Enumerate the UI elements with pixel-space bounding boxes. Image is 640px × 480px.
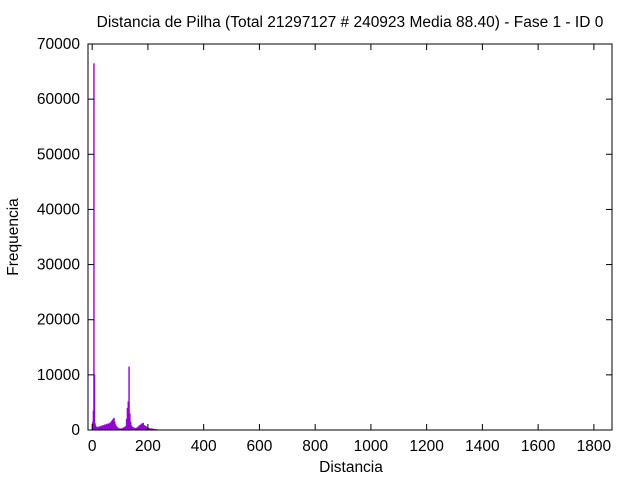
histogram-bar <box>149 428 151 430</box>
x-tick-label: 1200 <box>409 438 444 455</box>
histogram-bar <box>101 426 104 430</box>
histogram-bar <box>96 427 98 430</box>
x-tick-label: 600 <box>246 438 272 455</box>
histogram-bar <box>102 425 104 430</box>
histogram-bar <box>137 426 139 430</box>
histogram-bar <box>153 428 155 430</box>
x-tick-label: 400 <box>191 438 217 455</box>
x-tick-label: 1600 <box>521 438 556 455</box>
histogram-bar <box>95 426 98 430</box>
y-axis-label: Frequencia <box>5 198 22 276</box>
histogram-bar <box>127 401 129 430</box>
histogram-bar <box>110 421 113 430</box>
histogram-bar <box>135 428 137 430</box>
histogram-bar <box>109 422 112 430</box>
histogram-bar <box>150 428 152 430</box>
histogram-bar <box>120 428 122 430</box>
histogram-bar <box>150 428 153 430</box>
histogram-bar <box>130 421 132 430</box>
histogram-bar <box>145 426 147 430</box>
histogram-bar <box>140 424 142 430</box>
histogram-bar <box>99 426 102 430</box>
histogram-bar <box>97 426 99 430</box>
histogram-bar <box>126 407 129 430</box>
histogram-bar <box>93 63 95 431</box>
histogram-bar <box>120 428 123 430</box>
histogram-bar <box>93 374 96 430</box>
histogram-bar <box>103 425 105 430</box>
histogram-bar <box>112 418 114 430</box>
histogram-bar <box>130 425 133 430</box>
histogram-bar <box>144 425 146 430</box>
histogram-bar <box>143 425 145 430</box>
x-tick-label: 1800 <box>577 438 612 455</box>
bars-group <box>91 63 172 431</box>
y-tick-label: 70000 <box>37 36 80 53</box>
histogram-bar <box>132 427 134 430</box>
histogram-bar <box>125 418 128 430</box>
histogram-bar <box>124 426 126 430</box>
y-tick-label: 30000 <box>37 257 80 274</box>
histogram-bar <box>108 423 110 430</box>
histogram-bar <box>151 428 154 430</box>
histogram-bar <box>111 420 114 430</box>
histogram-bar <box>107 423 109 430</box>
plot-frame <box>87 43 613 431</box>
histogram-bar <box>115 426 118 430</box>
histogram-bar <box>113 417 115 430</box>
x-axis: 0 200 400 600 800 1000 1200 1400 1600 1800 <box>88 44 612 455</box>
y-tick-label: 60000 <box>37 91 80 108</box>
x-axis-label: Distancia <box>319 459 383 476</box>
y-tick-label: 10000 <box>37 367 80 384</box>
histogram-bar <box>116 427 119 430</box>
x-tick-label: 800 <box>302 438 328 455</box>
histogram-bar <box>133 427 135 430</box>
histogram-bar <box>106 424 109 430</box>
histogram-bar <box>104 424 106 430</box>
chart-title: Distancia de Pilha (Total 21297127 # 240… <box>97 14 604 31</box>
histogram-bar <box>138 425 140 430</box>
x-tick-label: 0 <box>88 438 97 455</box>
histogram-bar <box>104 425 107 430</box>
x-tick-label: 1400 <box>465 438 500 455</box>
histogram-bar <box>139 425 141 430</box>
histogram-bar <box>118 428 120 430</box>
histogram-bar <box>128 366 130 430</box>
histogram-bar <box>131 426 134 430</box>
histogram-bar <box>152 428 155 430</box>
histogram-bar <box>125 426 127 430</box>
histogram-bar <box>142 422 144 430</box>
histogram-bar <box>114 421 116 430</box>
histogram-bar <box>98 427 100 430</box>
histogram-bar <box>123 427 125 430</box>
y-axis: 0 10000 20000 30000 40000 50000 60000 70000 <box>37 36 612 439</box>
histogram-bar <box>100 425 103 430</box>
histogram-bar <box>117 427 119 430</box>
histogram-bar <box>109 422 111 430</box>
histogram-bar <box>145 426 148 430</box>
histogram-bar <box>94 425 97 430</box>
histogram-bar <box>148 428 150 430</box>
histogram-bar <box>114 424 117 430</box>
y-tick-label: 40000 <box>37 201 80 218</box>
histogram-bar <box>99 426 101 430</box>
histogram-bar <box>122 427 124 430</box>
histogram-bar <box>136 427 139 430</box>
y-tick-label: 20000 <box>37 312 80 329</box>
histogram-bar <box>121 428 124 430</box>
y-tick-label: 0 <box>71 422 80 439</box>
x-tick-label: 200 <box>135 438 161 455</box>
histogram-bar <box>129 413 131 430</box>
histogram-bar <box>135 427 138 430</box>
y-tick-label: 50000 <box>37 146 80 163</box>
histogram-bar <box>119 428 121 430</box>
x-tick-label: 1000 <box>354 438 389 455</box>
histogram-bar <box>141 423 144 430</box>
histogram-bar <box>134 428 136 430</box>
histogram-bar <box>140 423 143 430</box>
histogram-bar <box>105 423 108 430</box>
